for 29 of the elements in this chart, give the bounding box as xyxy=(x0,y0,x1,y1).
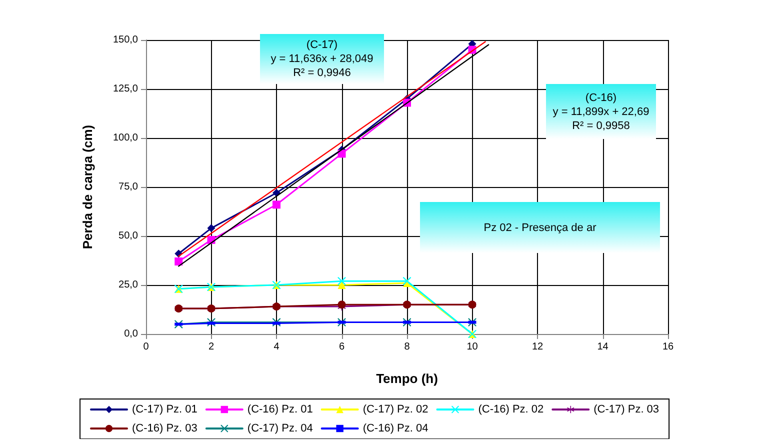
x-tick-label: 12 xyxy=(532,342,544,352)
callout-box: (C-17) y = 11,636x + 28,049 R² = 0,9946 xyxy=(260,34,384,84)
y-tick-label: 25,0 xyxy=(118,280,138,290)
legend-label: (C-17) Pz. 02 xyxy=(362,404,428,416)
y-tick-label: 125,0 xyxy=(112,84,138,94)
legend-label: (C-16) Pz. 04 xyxy=(362,422,428,434)
legend-label: (C-17) Pz. 01 xyxy=(132,404,198,416)
y-tick-label: 50,0 xyxy=(118,230,138,242)
x-tick-label: 8 xyxy=(404,342,410,352)
y-tick-label: 100,0 xyxy=(112,132,138,144)
legend-label: (C-16) Pz. 03 xyxy=(132,422,198,434)
x-axis-title: Tempo (h) xyxy=(376,371,438,386)
legend-label: (C-17) Pz. 03 xyxy=(594,404,660,416)
callout-box: Pz 02 - Presença de ar xyxy=(420,202,660,253)
y-tick-label: 75,0 xyxy=(118,182,138,192)
legend-label: (C-16) Pz. 01 xyxy=(247,404,313,416)
y-axis-title: Perda de carga (cm) xyxy=(80,124,95,250)
legend-label: (C-17) Pz. 04 xyxy=(247,422,313,434)
callout-box: (C-16) y = 11,899x + 22,69 R² = 0,9958 xyxy=(546,84,656,139)
x-tick-label: 4 xyxy=(274,342,280,352)
x-tick-label: 16 xyxy=(662,342,674,352)
x-tick-label: 6 xyxy=(338,342,345,352)
x-tick-label: 0 xyxy=(143,342,150,352)
x-tick-label: 14 xyxy=(597,342,609,352)
y-tick-label: 0,0 xyxy=(124,328,138,340)
legend-label: (C-16) Pz. 02 xyxy=(478,404,544,416)
x-tick-label: 2 xyxy=(208,342,214,352)
x-tick-label: 10 xyxy=(466,342,478,352)
y-tick-label: 150,0 xyxy=(112,34,138,46)
